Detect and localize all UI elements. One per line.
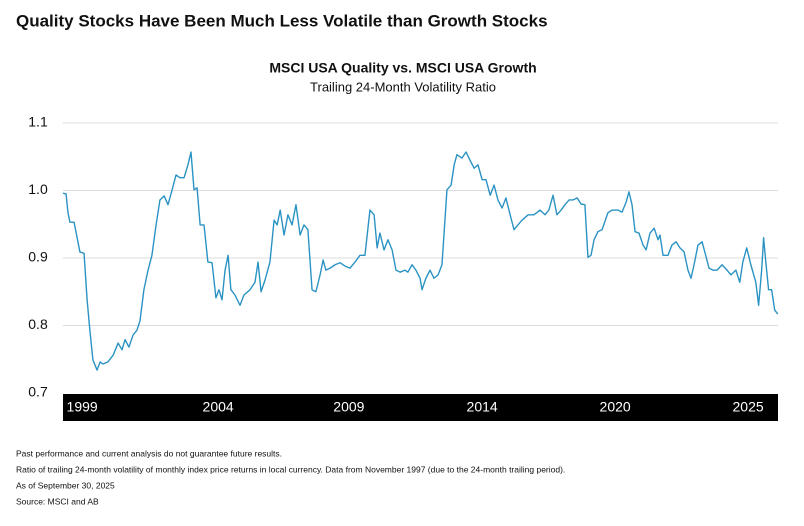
x-axis-band <box>63 394 778 421</box>
y-tick-label: 0.7 <box>28 384 48 400</box>
chart-subtitle: Trailing 24-Month Volatility Ratio <box>310 79 496 94</box>
footnote: Past performance and current analysis do… <box>16 448 282 458</box>
data-line <box>62 151 779 371</box>
y-tick-label: 1.1 <box>28 114 48 130</box>
page-title: Quality Stocks Have Been Much Less Volat… <box>16 11 548 30</box>
x-tick-label: 2020 <box>600 399 631 415</box>
footnote: Source: MSCI and AB <box>16 496 99 506</box>
x-tick-label: 2009 <box>333 399 364 415</box>
x-tick-label: 1999 <box>67 399 98 415</box>
footnote: As of September 30, 2025 <box>16 480 115 490</box>
x-tick-label: 2025 <box>733 399 764 415</box>
y-tick-label: 0.9 <box>28 249 48 265</box>
footnote: Ratio of trailing 24-month volatility of… <box>16 464 565 474</box>
y-tick-label: 1.0 <box>28 181 48 197</box>
x-tick-label: 2014 <box>467 399 498 415</box>
chart-title: MSCI USA Quality vs. MSCI USA Growth <box>269 60 536 76</box>
x-tick-label: 2004 <box>203 399 234 415</box>
y-tick-label: 0.8 <box>28 316 48 332</box>
